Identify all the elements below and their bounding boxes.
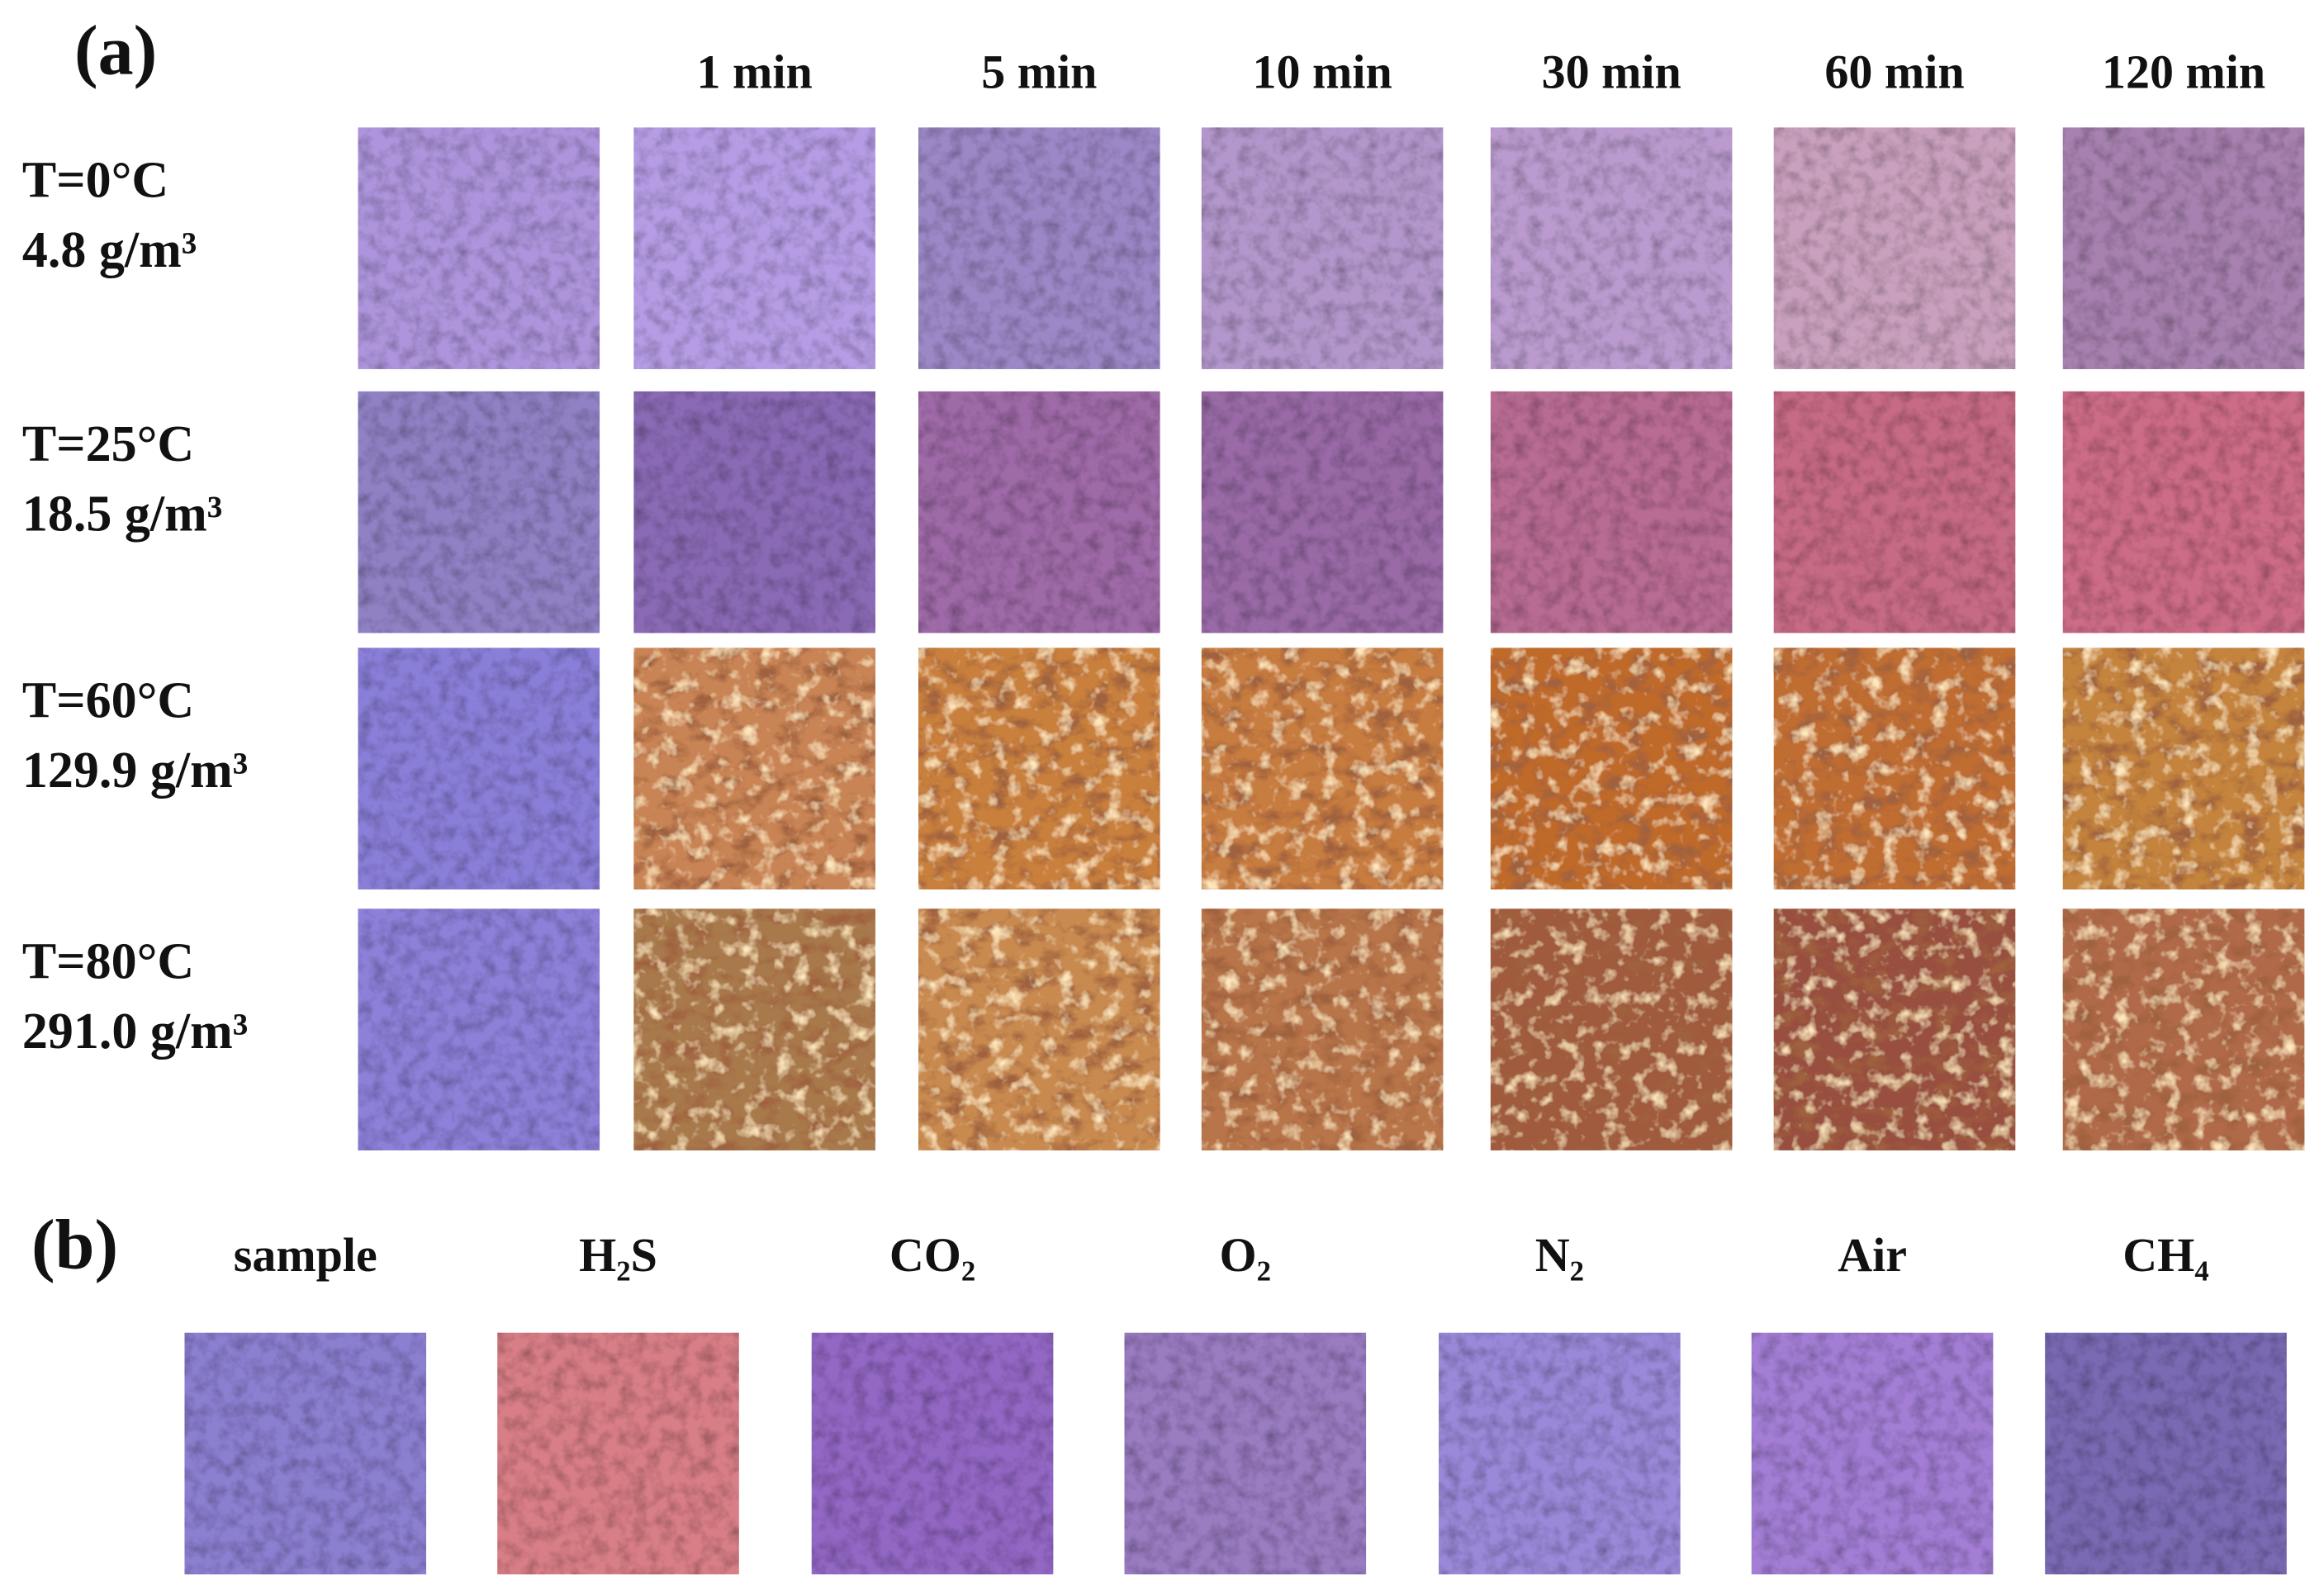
column-label: 5 min [981, 45, 1097, 99]
swatch [184, 1332, 427, 1575]
swatch [2045, 1332, 2287, 1575]
swatch [1439, 1332, 1681, 1575]
swatch [2062, 127, 2305, 369]
row-temperature: T=60°C [22, 673, 194, 729]
swatch [2062, 908, 2305, 1150]
swatch [633, 908, 875, 1150]
swatch [358, 127, 600, 369]
swatch [1490, 391, 1733, 633]
swatch [1773, 908, 2016, 1150]
swatch [497, 1332, 739, 1575]
column-label: 10 min [1253, 45, 1392, 99]
swatch [1773, 647, 2016, 889]
panel-label: (b) [31, 1205, 118, 1284]
column-label: CO₂ [889, 1228, 975, 1282]
swatch [1490, 647, 1733, 889]
swatch [1490, 908, 1733, 1150]
swatch [358, 647, 600, 889]
column-label: 120 min [2102, 45, 2265, 99]
swatch [1201, 391, 1444, 633]
column-label: H₂S [579, 1228, 657, 1282]
row-temperature: T=25°C [22, 416, 194, 472]
swatch [918, 127, 1160, 369]
column-label: O₂ [1220, 1228, 1272, 1282]
row-humidity: 129.9 g/m³ [22, 742, 248, 799]
swatch [633, 647, 875, 889]
swatch [1201, 127, 1444, 369]
column-label: sample [234, 1228, 377, 1282]
swatch [358, 908, 600, 1150]
swatch [918, 391, 1160, 633]
swatch [918, 908, 1160, 1150]
swatch [2062, 647, 2305, 889]
column-label: 30 min [1542, 45, 1681, 99]
swatch [1124, 1332, 1367, 1575]
swatch [358, 391, 600, 633]
row-temperature: T=80°C [22, 934, 194, 990]
swatch [1751, 1332, 1994, 1575]
row-humidity: 4.8 g/m³ [22, 222, 197, 278]
column-label: 60 min [1824, 45, 1964, 99]
row-humidity: 291.0 g/m³ [22, 1003, 248, 1060]
swatch [1773, 127, 2016, 369]
row-temperature: T=0°C [22, 153, 168, 209]
swatch [1773, 391, 2016, 633]
column-label: 1 min [697, 45, 813, 99]
swatch [918, 647, 1160, 889]
panel-label: (a) [74, 11, 157, 90]
column-label: CH₄ [2122, 1228, 2208, 1282]
row-humidity: 18.5 g/m³ [22, 486, 222, 542]
column-label: Air [1838, 1228, 1907, 1282]
swatch [633, 127, 875, 369]
swatch [1201, 647, 1444, 889]
swatch [1201, 908, 1444, 1150]
swatch [1490, 127, 1733, 369]
swatch [633, 391, 875, 633]
column-label: N₂ [1535, 1228, 1584, 1282]
swatch [2062, 391, 2305, 633]
swatch [811, 1332, 1054, 1575]
